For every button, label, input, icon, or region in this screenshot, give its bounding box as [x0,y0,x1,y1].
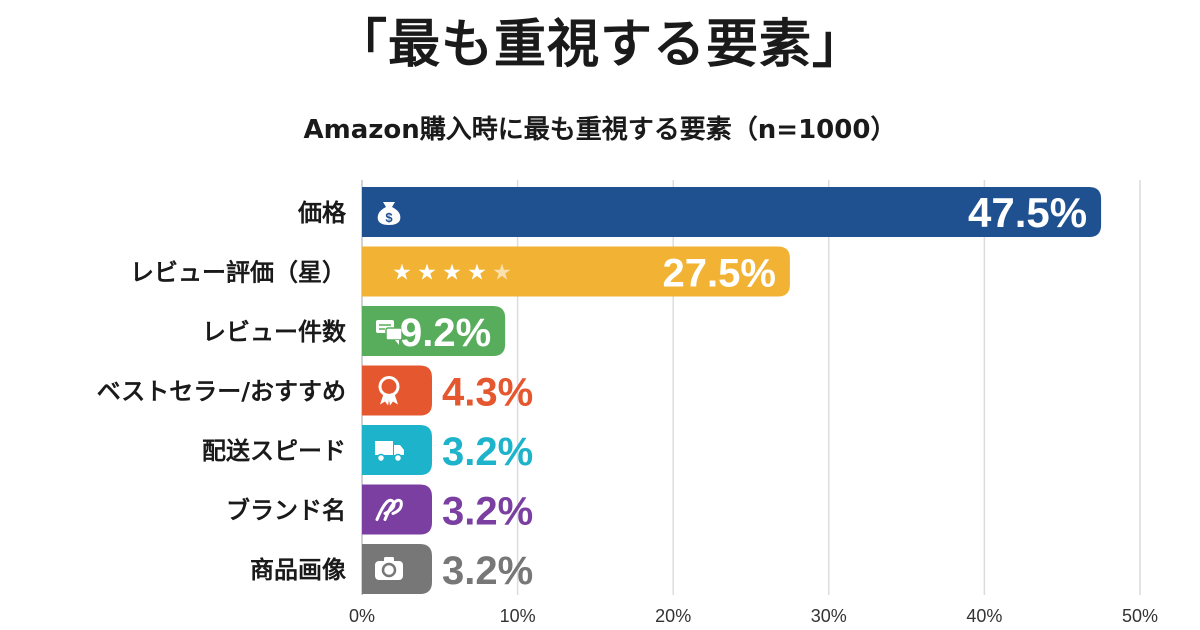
money-bag-icon: $ [377,202,401,225]
data-label: 3.2% [442,549,533,593]
x-tick-label: 50% [1122,606,1158,626]
svg-text:★: ★ [467,261,487,286]
award-ribbon-icon [378,376,400,406]
bar [362,484,432,535]
x-tick-label: 10% [500,606,536,626]
data-label: 3.2% [442,490,533,534]
data-label: 3.2% [442,430,533,474]
category-label: 配送スピード [202,437,346,465]
truck-icon [375,441,404,463]
svg-text:★: ★ [492,261,512,286]
bar [362,187,1102,237]
data-label: 4.3% [442,371,533,415]
svg-text:$: $ [385,210,393,225]
category-label: 価格 [297,199,347,227]
data-label: 9.2% [400,311,491,355]
data-label: 27.5% [662,252,775,296]
chat-bubbles-icon [376,320,403,345]
star-rating-icon: ★ ★ ★ ★ ★ [392,261,512,286]
data-label: 47.5% [968,189,1087,236]
category-label: 商品画像 [250,556,347,584]
svg-text:★: ★ [392,261,412,286]
x-tick-label: 30% [811,606,847,626]
camera-icon [375,557,403,580]
chart-subtitle: Amazon購入時に最も重視する要素（n=1000） [303,115,897,145]
bar [362,306,506,356]
category-label: レビュー件数 [202,318,347,346]
bar [362,246,790,297]
x-tick-label: 0% [349,606,375,626]
brand-tag-icon [375,498,403,521]
svg-text:★: ★ [442,261,462,286]
svg-text:★: ★ [417,261,437,286]
chart-title: 「最も重視する要素」 [334,15,865,75]
category-label: ベストセラー/おすすめ [97,378,346,406]
x-tick-label: 20% [655,606,691,626]
category-label: ブランド名 [226,497,346,525]
category-label: レビュー評価（星） [130,259,346,287]
x-tick-label: 40% [966,606,1002,626]
